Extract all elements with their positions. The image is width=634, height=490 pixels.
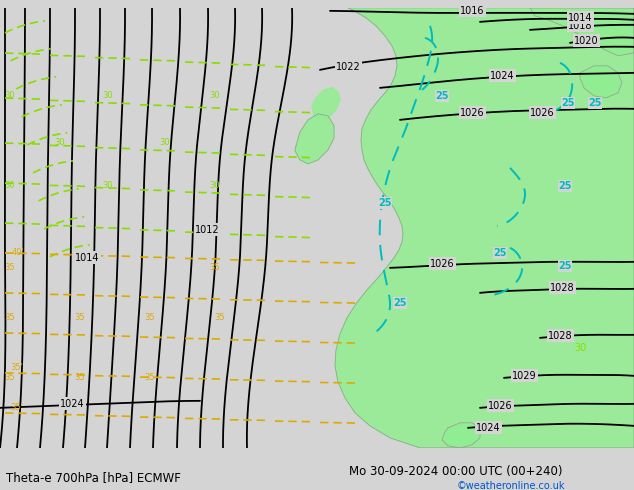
Polygon shape bbox=[312, 88, 340, 120]
Polygon shape bbox=[580, 66, 622, 98]
Text: 1024: 1024 bbox=[476, 423, 501, 433]
Text: 35: 35 bbox=[145, 373, 155, 382]
Text: 25: 25 bbox=[393, 298, 407, 308]
Polygon shape bbox=[335, 8, 634, 448]
Text: 35': 35' bbox=[10, 364, 23, 372]
Text: 1026: 1026 bbox=[430, 259, 455, 269]
Text: 35: 35 bbox=[75, 373, 86, 382]
Text: 30: 30 bbox=[210, 181, 220, 190]
Text: 1014: 1014 bbox=[568, 13, 593, 23]
Text: ©weatheronline.co.uk: ©weatheronline.co.uk bbox=[456, 481, 565, 490]
Text: 35': 35' bbox=[10, 403, 23, 413]
Text: 25: 25 bbox=[493, 248, 507, 258]
Text: 1020: 1020 bbox=[574, 36, 598, 46]
Text: 1026: 1026 bbox=[488, 401, 513, 411]
Text: 30: 30 bbox=[4, 91, 15, 100]
Text: 1014: 1014 bbox=[75, 253, 100, 263]
Text: 30: 30 bbox=[4, 181, 15, 190]
Polygon shape bbox=[530, 8, 634, 56]
Text: 25: 25 bbox=[561, 98, 575, 108]
Text: 1029: 1029 bbox=[512, 371, 536, 381]
Text: 35: 35 bbox=[210, 263, 220, 272]
Text: 1026: 1026 bbox=[460, 108, 484, 118]
Text: 1022: 1022 bbox=[336, 62, 361, 72]
Text: 35: 35 bbox=[4, 373, 15, 382]
Text: 25: 25 bbox=[588, 98, 602, 108]
Text: 1016: 1016 bbox=[460, 6, 484, 16]
Text: 35: 35 bbox=[215, 313, 225, 322]
Text: 40': 40' bbox=[12, 248, 25, 257]
Text: 1018: 1018 bbox=[568, 21, 593, 31]
Text: 25: 25 bbox=[436, 91, 449, 101]
Text: 35: 35 bbox=[4, 313, 15, 322]
Text: 25: 25 bbox=[378, 198, 392, 208]
Text: 1028: 1028 bbox=[548, 331, 573, 341]
Polygon shape bbox=[442, 423, 480, 448]
Text: Theta-e 700hPa [hPa] ECMWF: Theta-e 700hPa [hPa] ECMWF bbox=[6, 471, 181, 484]
Text: 1028: 1028 bbox=[550, 283, 574, 293]
Text: 1026: 1026 bbox=[530, 108, 555, 118]
Text: 1024: 1024 bbox=[490, 71, 515, 81]
Polygon shape bbox=[295, 114, 334, 164]
Text: 35: 35 bbox=[145, 313, 155, 322]
Text: 35: 35 bbox=[4, 263, 15, 272]
Text: 30: 30 bbox=[103, 91, 113, 100]
Text: 1012: 1012 bbox=[195, 225, 219, 235]
Text: 30: 30 bbox=[574, 343, 586, 353]
Text: Mo 30-09-2024 00:00 UTC (00+240): Mo 30-09-2024 00:00 UTC (00+240) bbox=[349, 465, 562, 478]
Text: 1024: 1024 bbox=[60, 399, 84, 409]
Text: 25: 25 bbox=[559, 181, 572, 191]
Text: 30: 30 bbox=[210, 91, 220, 100]
Text: 30: 30 bbox=[160, 138, 171, 147]
Text: 30: 30 bbox=[55, 138, 65, 147]
Text: 35: 35 bbox=[75, 313, 86, 322]
Text: 25: 25 bbox=[559, 261, 572, 271]
Text: 30: 30 bbox=[103, 181, 113, 190]
